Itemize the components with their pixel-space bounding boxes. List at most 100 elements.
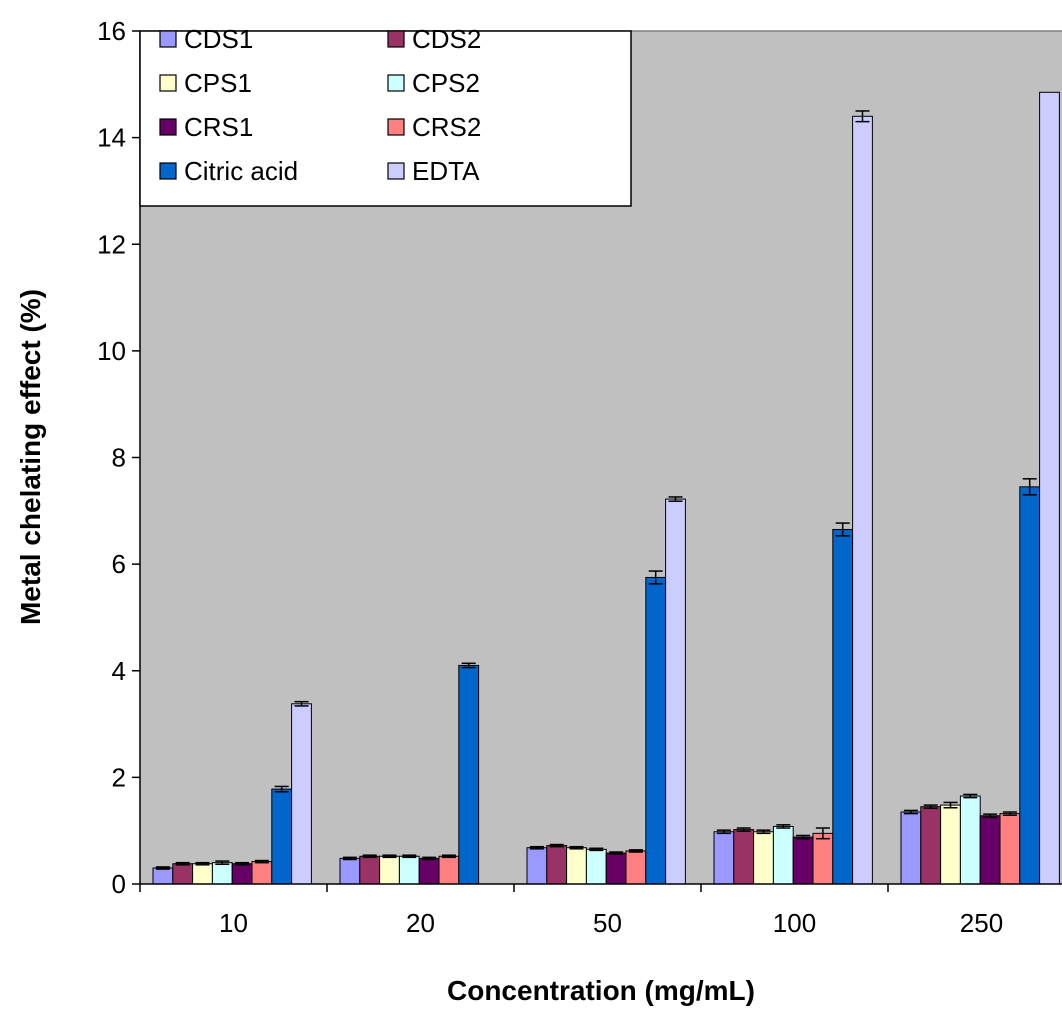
legend: CDS1 CDS2 CPS1 CPS2 CRS1 CRS2 Citric acid EDTA [139,24,632,207]
bar-cds2-10 [172,863,194,885]
legend-label: CPS2 [412,68,480,98]
error-bar [736,827,751,832]
y-tick-label: 2 [112,762,126,792]
error-bar [796,834,811,840]
error-bar [235,861,250,866]
y-tick-label: 6 [112,549,126,579]
bar-cds2-50 [546,845,568,885]
x-tick-label: 10 [219,908,248,938]
bar-citric-acid-20 [458,664,480,885]
error-bar [589,847,604,852]
y-tick-label: 8 [112,443,126,473]
bar-cps2-10 [211,862,233,885]
bar-cps1-10 [192,863,213,885]
legend-swatch [159,30,177,48]
legend-swatch [387,30,405,48]
legend-label: CRS2 [412,112,481,142]
error-bar [402,854,417,859]
legend-label: CPS1 [184,68,252,98]
bar-crs1-250 [979,815,1001,885]
x-tick-label: 50 [593,908,622,938]
legend-label: CDS2 [412,24,481,54]
bar-cps1-250 [940,804,961,885]
bar-edta-10 [291,703,312,885]
legend-label: EDTA [412,156,480,186]
error-bar [155,866,170,870]
error-bar [461,662,476,669]
error-bar [835,522,850,537]
error-bar [549,843,564,848]
bar-cps2-250 [959,795,981,885]
bar-crs2-50 [625,850,647,885]
error-bar [628,849,643,853]
x-tick-label: 20 [406,908,435,938]
error-bar [274,785,289,793]
error-bar [529,845,544,850]
error-bar [569,845,584,850]
error-bar [716,829,731,835]
error-bar [609,851,624,855]
bar-cds1-250 [900,811,922,885]
error-bar [963,793,978,799]
x-tick-label: 250 [960,908,1003,938]
error-bar [254,859,269,864]
error-bar [815,827,830,840]
error-bar [776,824,791,829]
y-tick-label: 12 [97,229,126,259]
bar-cds1-10 [152,867,174,885]
legend-swatch [387,118,405,136]
bar-edta-250 [1039,91,1060,885]
y-axis-title: Metal chelating effect (%) [15,289,46,625]
error-bar [195,861,210,866]
bar-edta-50 [665,498,686,885]
bars-layer [152,91,1060,885]
bar-cps2-20 [398,855,420,885]
error-bar [923,804,938,810]
error-bar [903,809,918,815]
legend-swatch [159,162,177,180]
bar-cds1-50 [526,847,548,885]
y-tick-label: 14 [97,123,126,153]
bar-crs1-50 [605,852,627,885]
error-bar [648,570,663,585]
error-bar [1022,478,1037,496]
bar-cps1-20 [379,855,400,885]
x-axis-title: Concentration (mg/mL) [447,975,755,1006]
bar-crs1-100 [792,836,814,885]
error-bar [382,854,397,859]
bar-cps2-50 [585,848,607,885]
bar-crs2-10 [251,861,273,885]
bar-crs2-250 [999,813,1021,885]
bar-cds2-250 [920,806,942,885]
y-tick-label: 0 [112,869,126,899]
bar-citric-acid-250 [1019,486,1041,885]
bar-cps2-100 [772,825,794,885]
error-bar [342,856,357,861]
error-bar [362,854,377,859]
legend-swatch [159,74,177,92]
bar-citric-acid-10 [271,788,293,885]
legend-swatch [387,162,405,180]
error-bar [943,801,958,809]
bar-cds2-100 [733,829,755,885]
x-tick-label: 100 [773,908,816,938]
error-bar [1002,811,1017,816]
legend-label: CDS1 [184,24,253,54]
legend-swatch [387,74,405,92]
bar-cds1-20 [339,857,361,885]
bar-crs1-20 [418,857,440,885]
error-bar [175,861,190,866]
bar-crs1-10 [231,863,253,885]
error-bar [441,854,456,859]
y-tick-label: 16 [97,16,126,46]
bar-cds2-20 [359,855,381,885]
error-bar [294,700,309,707]
bar-crs2-100 [812,832,834,885]
bar-cps1-100 [753,831,774,885]
error-bar [422,856,437,861]
legend-label: CRS1 [184,112,253,142]
axes-layer: 0 2 4 6 8 10 12 14 16 10 20 50 100 250 [97,16,1062,938]
bar-edta-100 [852,115,873,885]
